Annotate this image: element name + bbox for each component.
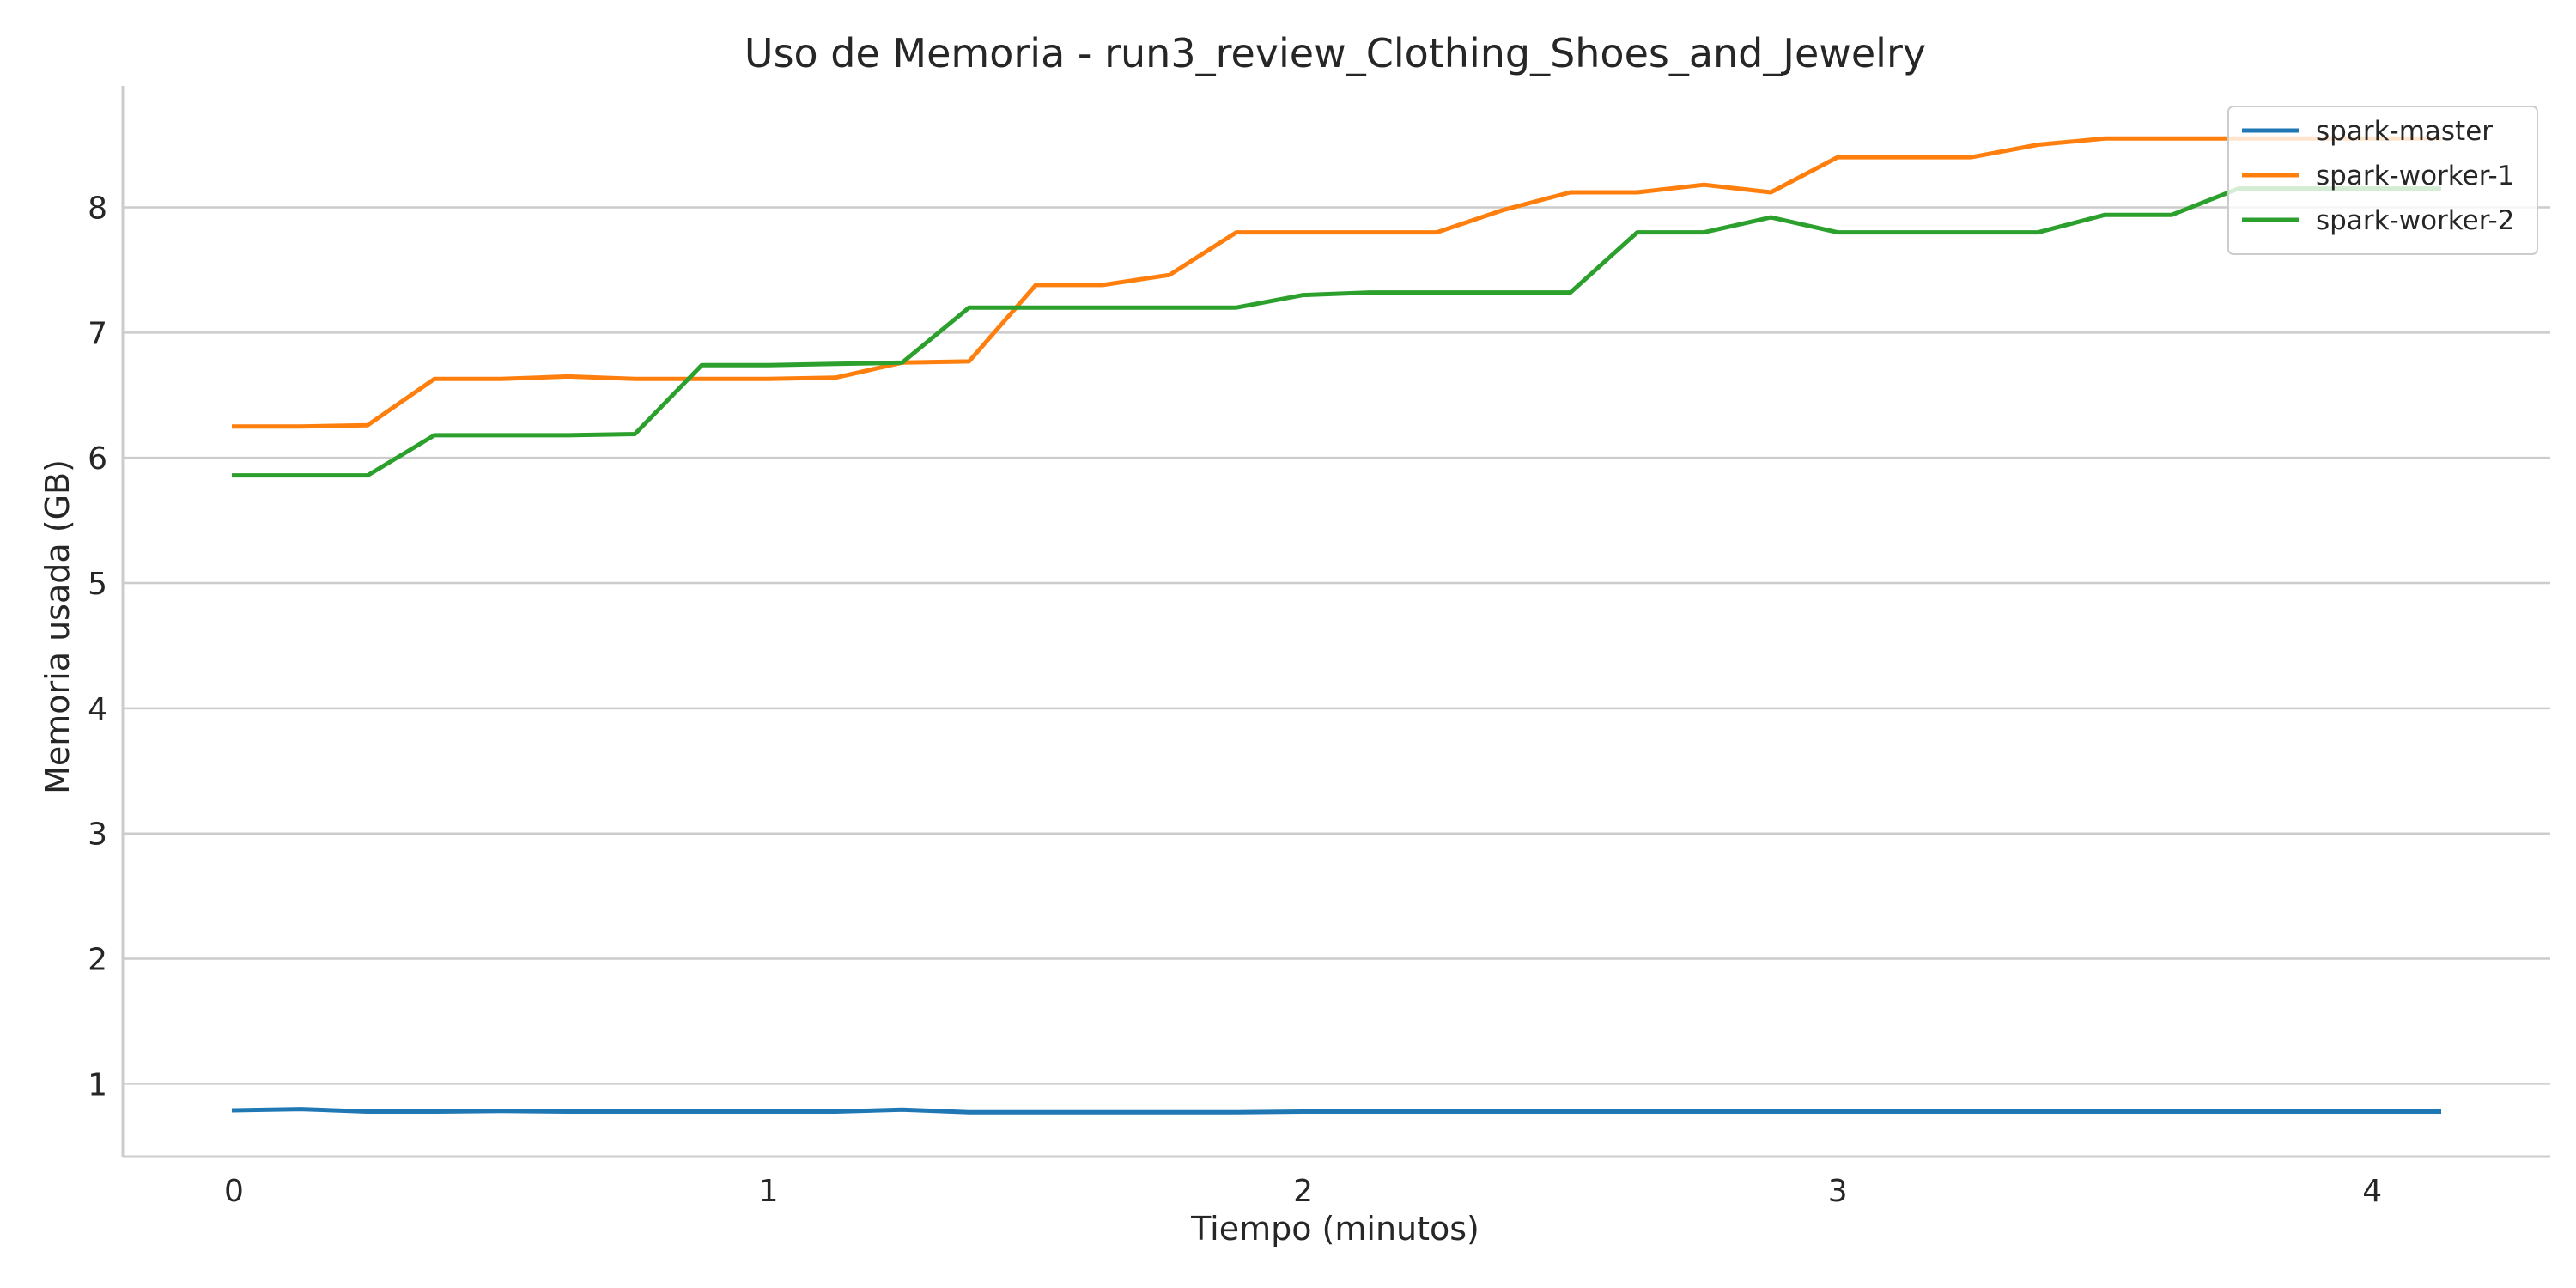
legend-label: spark-worker-2: [2316, 205, 2514, 236]
y-tick-label: 5: [88, 567, 107, 602]
legend: spark-master spark-worker-1 spark-worker-2: [2227, 106, 2538, 255]
legend-label: spark-worker-1: [2316, 161, 2514, 191]
x-axis-label: Tiempo (minutos): [1190, 1210, 1479, 1248]
x-tick-label: 4: [2362, 1174, 2382, 1209]
legend-box: [2227, 106, 2538, 255]
axes-spines: [121, 86, 2550, 1158]
chart-title: Uso de Memoria - run3_review_Clothing_Sh…: [744, 30, 1926, 76]
x-tick-label: 1: [759, 1174, 779, 1209]
series-line-spark-worker-1: [232, 136, 2441, 429]
grid-layer: [123, 206, 2550, 1085]
y-axis-label: Memoria usada (GB): [39, 459, 76, 794]
y-tick-label: 3: [88, 817, 107, 853]
y-tick-label: 6: [88, 441, 107, 477]
y-tick-label: 4: [88, 692, 107, 727]
y-tick-label: 2: [88, 943, 107, 978]
y-tick-label: 8: [88, 191, 107, 226]
x-tick-label: 0: [224, 1174, 244, 1209]
series-lines: [231, 136, 2441, 1115]
x-tick-label: 3: [1828, 1174, 1848, 1209]
x-tick-label: 2: [1293, 1174, 1313, 1209]
series-line-spark-worker-2: [232, 186, 2441, 478]
y-tick-label: 7: [88, 316, 107, 351]
series-line-spark-master: [231, 1107, 2441, 1115]
legend-label: spark-master: [2316, 116, 2493, 147]
y-tick-label: 1: [88, 1067, 107, 1103]
tick-labels: 1 2 3 4 5 6 7 8 0 1 2 3 4: [88, 191, 2382, 1209]
